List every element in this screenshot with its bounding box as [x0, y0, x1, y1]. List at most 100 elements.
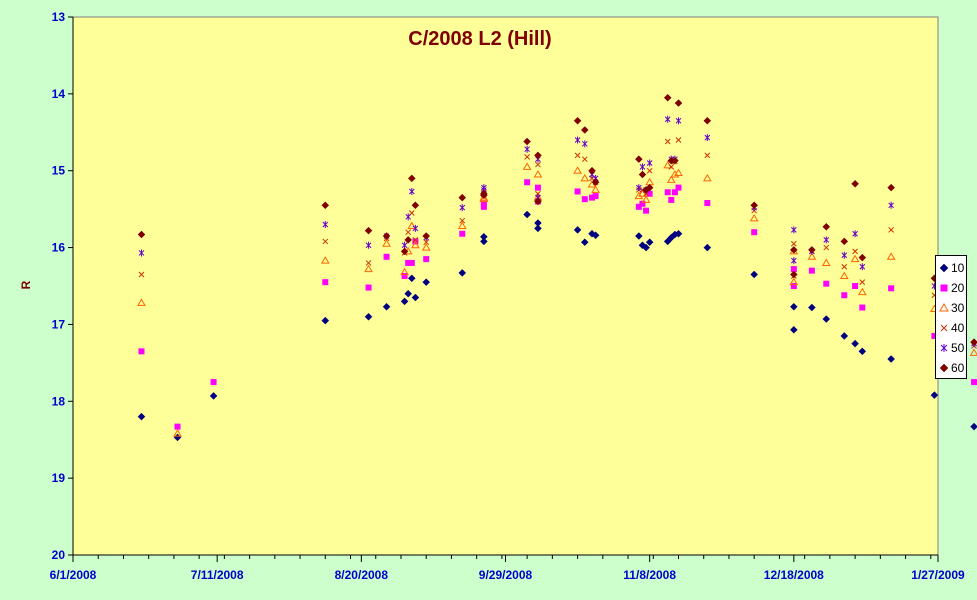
data-point: [638, 189, 647, 197]
data-point: [174, 423, 181, 430]
data-point: [580, 173, 590, 182]
data-point: [383, 253, 390, 260]
data-point: [321, 201, 330, 210]
y-tick-label: 16: [52, 241, 66, 255]
data-point: [751, 229, 758, 236]
data-point: [886, 252, 896, 260]
data-point: [888, 201, 894, 209]
data-point: [971, 379, 977, 386]
data-point: [887, 183, 895, 192]
data-point: [364, 312, 373, 321]
data-point: [670, 170, 680, 178]
data-point: [857, 287, 867, 296]
data-point: [852, 248, 858, 255]
chart-title: C/2008 L2 (Hill): [408, 28, 551, 50]
data-point: [523, 137, 531, 146]
data-point: [422, 232, 431, 240]
legend-marker: [939, 303, 949, 312]
data-point: [664, 138, 671, 145]
data-point: [859, 263, 866, 271]
data-point: [535, 161, 541, 168]
data-point: [852, 283, 859, 289]
data-point: [588, 166, 596, 175]
y-tick-label: 17: [52, 317, 66, 331]
legend-item: 40: [936, 318, 966, 338]
data-point: [646, 190, 653, 197]
data-point: [322, 221, 329, 229]
legend-label: 40: [951, 321, 965, 335]
data-point: [790, 283, 797, 289]
data-point: [400, 267, 409, 276]
data-point: [480, 200, 487, 207]
data-point: [840, 237, 849, 246]
data-point: [821, 258, 831, 266]
data-point: [808, 246, 816, 254]
data-point: [635, 203, 642, 210]
legend-marker: [939, 263, 949, 273]
data-point: [970, 338, 977, 346]
data-point: [704, 134, 711, 142]
data-point: [636, 184, 642, 192]
data-point: [888, 285, 895, 292]
data-point: [840, 332, 849, 340]
data-point: [841, 263, 848, 270]
data-point: [808, 267, 815, 274]
data-point: [364, 264, 373, 273]
data-point: [591, 178, 600, 187]
data-point: [209, 392, 218, 400]
data-point: [674, 168, 683, 177]
data-point: [210, 379, 217, 386]
data-point: [641, 195, 651, 203]
data-point: [638, 170, 647, 179]
data-point: [320, 256, 330, 264]
x-tick-label: 8/20/2008: [335, 568, 389, 582]
legend-item: 30: [936, 298, 966, 318]
data-point: [671, 156, 679, 165]
data-point: [750, 201, 759, 210]
data-point: [790, 266, 797, 273]
data-point: [823, 280, 830, 287]
data-point: [534, 151, 542, 160]
legend-marker: [940, 324, 948, 332]
data-point: [382, 302, 391, 311]
data-point: [789, 246, 798, 254]
data-point: [668, 196, 675, 203]
data-point: [704, 199, 711, 206]
data-point: [522, 162, 532, 170]
data-point: [574, 188, 581, 195]
data-point: [789, 325, 798, 334]
data-point: [970, 422, 977, 431]
data-point: [851, 339, 859, 348]
data-point: [646, 167, 653, 174]
data-point: [459, 217, 466, 224]
data-point: [675, 117, 682, 125]
data-point: [365, 241, 372, 249]
x-tick-label: 12/18/2008: [764, 568, 824, 582]
data-point: [822, 222, 831, 231]
data-point: [823, 236, 830, 244]
data-point: [400, 297, 409, 306]
series-10: [137, 210, 977, 442]
data-point: [851, 179, 859, 188]
data-point: [407, 274, 416, 283]
data-point: [137, 412, 146, 421]
data-point: [635, 232, 643, 240]
data-point: [888, 227, 894, 233]
x-tick-label: 7/11/2008: [191, 568, 244, 582]
data-point: [930, 391, 939, 399]
series-60: [137, 93, 977, 346]
legend-item: 50: [936, 338, 966, 358]
data-point: [839, 271, 849, 280]
data-point: [581, 196, 588, 203]
legend-label: 60: [951, 361, 965, 375]
data-point: [411, 240, 420, 249]
data-point: [704, 152, 711, 159]
data-point: [479, 194, 489, 203]
data-point: [635, 155, 643, 164]
data-point: [591, 231, 600, 240]
x-tick-label: 9/29/2008: [479, 568, 533, 582]
y-tick-label: 13: [52, 10, 66, 24]
data-point: [423, 256, 430, 263]
legend-item: 60: [936, 358, 966, 378]
